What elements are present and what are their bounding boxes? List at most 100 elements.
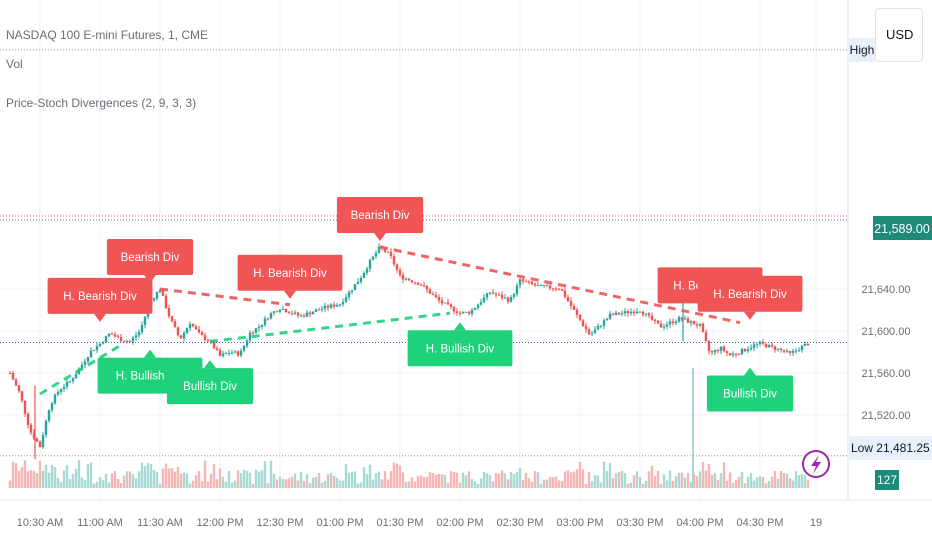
volume-bar: [461, 472, 465, 488]
candle-body: [635, 311, 639, 314]
volume-bar: [128, 471, 132, 488]
volume-bar: [305, 473, 309, 488]
candle-body: [395, 264, 399, 270]
volume-bar: [338, 480, 342, 488]
candle-body: [551, 288, 555, 290]
candle-body: [587, 329, 591, 335]
candle-body: [26, 413, 30, 425]
volume-bar: [434, 474, 438, 488]
volume-bar: [92, 483, 96, 488]
candle-body: [188, 324, 192, 329]
volume-bar: [98, 477, 102, 488]
bearish-signal-label[interactable]: H. Bearish Div: [47, 277, 153, 322]
volume-bar: [422, 476, 426, 488]
candle-body: [341, 302, 345, 305]
candle-body: [392, 256, 396, 265]
candle-body: [485, 293, 489, 298]
candle-body: [386, 251, 390, 253]
volume-bar: [155, 471, 159, 488]
volume-legend[interactable]: Vol: [6, 57, 23, 71]
volume-bar: [119, 483, 123, 488]
volume-bar: [785, 473, 789, 488]
last-price-box: [873, 216, 932, 240]
candle-body: [140, 324, 144, 333]
symbol-title[interactable]: NASDAQ 100 E-mini Futures, 1, CME: [6, 28, 209, 42]
candle-body: [530, 281, 534, 284]
volume-bar: [302, 480, 306, 488]
candle-body: [80, 364, 84, 369]
volume-bar: [257, 471, 261, 488]
candle-body: [44, 420, 48, 435]
candle-body: [245, 340, 249, 346]
candle-body: [560, 289, 564, 291]
divergence-lines: [39, 245, 741, 396]
candle-body: [563, 290, 567, 298]
candle-body: [275, 311, 279, 313]
bullish-signal-label[interactable]: Bullish Div: [166, 360, 254, 405]
signal-pointer: [94, 313, 106, 322]
volume-bar: [455, 472, 459, 488]
bearish-signal-label[interactable]: H. Bearish Div: [237, 254, 343, 299]
bearish-signal-label[interactable]: Bearish Div: [336, 197, 424, 241]
volume-bar: [497, 473, 501, 488]
lightning-icon[interactable]: [802, 450, 830, 478]
volume-bar: [707, 464, 711, 488]
signal-text: H. Bearish Div: [253, 268, 327, 280]
volume-bar: [662, 474, 666, 488]
candle-body: [728, 352, 732, 356]
high-marker: High: [849, 38, 875, 62]
volume-bar: [575, 469, 579, 488]
volume-bar: [773, 470, 777, 488]
signal-text: Bearish Div: [351, 210, 410, 222]
time-axis: 10:30 AM 11:00 AM 11:30 AM 12:00 PM 12:30 PM…: [0, 499, 932, 529]
volume-bar: [752, 480, 756, 488]
currency-selector[interactable]: USD: [875, 8, 923, 62]
candle-body: [749, 347, 753, 350]
candle-body: [191, 324, 195, 327]
candle-body: [461, 311, 465, 314]
volume-bar: [284, 479, 288, 488]
candle-body: [407, 278, 411, 281]
volume-bar: [329, 472, 333, 488]
candle-body: [134, 335, 138, 338]
candle-body: [785, 350, 789, 352]
bullish-signal-label[interactable]: H. Bullish Div: [407, 322, 513, 367]
volume-bar: [158, 483, 162, 488]
candle-body: [782, 349, 786, 352]
candle-body: [248, 332, 252, 341]
candle-body: [710, 351, 714, 353]
volume-bar: [701, 462, 705, 488]
volume-bar: [194, 475, 198, 488]
candle-body: [197, 329, 201, 333]
volume-bar: [215, 479, 219, 488]
volume-bar: [503, 473, 507, 488]
candle-body: [179, 335, 183, 339]
volume-bar: [530, 481, 534, 488]
candle-body: [113, 334, 117, 337]
candle-body: [254, 328, 258, 333]
volume-bar: [89, 462, 93, 488]
candle-body: [422, 285, 426, 287]
bearish-signal-label[interactable]: H. Bearish Div: [697, 275, 803, 320]
volume-bar: [686, 473, 690, 488]
candle-body: [668, 321, 672, 325]
volume-bar: [11, 461, 15, 488]
volume-bar: [230, 482, 234, 488]
volume-bar: [635, 471, 639, 488]
candle-body: [467, 311, 471, 314]
volume-bar: [527, 478, 531, 488]
indicator-legend[interactable]: Price-Stoch Divergences (2, 9, 3, 3): [6, 96, 197, 110]
signal-pointer: [144, 349, 156, 358]
volume-bar: [551, 477, 555, 488]
bearish-signal-label[interactable]: Bearish Div: [106, 239, 194, 283]
volume-bar: [554, 476, 558, 488]
candle-body: [377, 246, 381, 253]
candle-body: [797, 350, 801, 352]
candle-body: [617, 312, 621, 315]
volume-bar: [407, 481, 411, 488]
price-axis: 21,520.00 21,560.00 21,600.00 21,640.00 High…: [847, 0, 932, 500]
bullish-signal-label[interactable]: Bullish Div: [706, 367, 794, 412]
volume-bar: [149, 463, 153, 488]
volume-bar: [62, 470, 66, 488]
